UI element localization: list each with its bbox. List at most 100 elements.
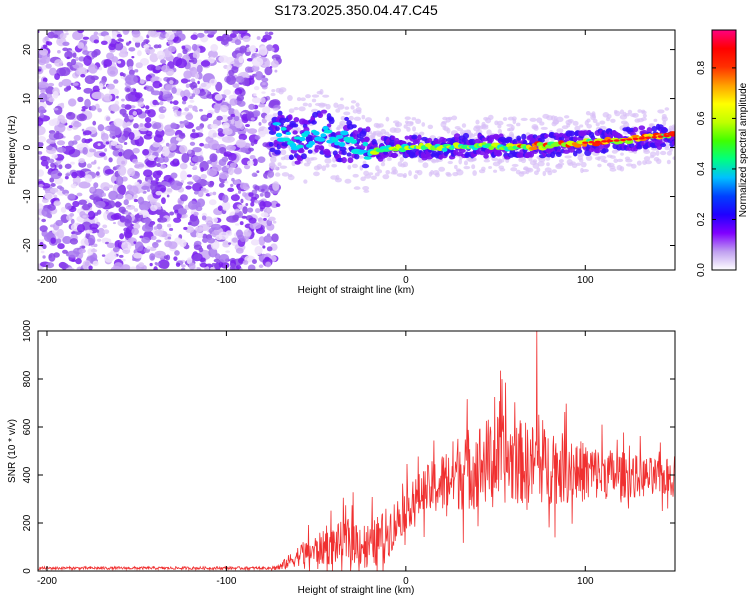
noise-blob	[82, 147, 88, 155]
noise-blob	[99, 152, 106, 157]
noise-blob	[164, 236, 169, 241]
noise-blob	[227, 187, 235, 193]
noise-blob	[275, 203, 281, 208]
noise-blob	[78, 158, 86, 164]
noise-blob	[171, 87, 177, 94]
noise-blob	[247, 207, 254, 213]
noise-blob	[181, 152, 190, 163]
noise-blob	[257, 156, 266, 164]
noise-blob	[248, 217, 257, 224]
noise-blob	[38, 117, 44, 126]
noise-blob	[81, 128, 85, 132]
ridge-halo	[657, 109, 665, 114]
noise-blob	[265, 261, 272, 268]
spectrogram-x-tick-label: 0	[403, 275, 409, 286]
ridge-halo	[403, 172, 407, 178]
noise-blob	[183, 89, 191, 98]
noise-blob	[116, 155, 128, 167]
noise-blob	[193, 211, 199, 216]
noise-blob	[180, 170, 188, 181]
noise-blob	[48, 97, 55, 103]
noise-blob	[161, 64, 170, 73]
noise-blob	[176, 30, 183, 35]
noise-blob	[189, 99, 195, 103]
ridge-band	[318, 145, 325, 151]
ridge-halo	[331, 163, 338, 168]
noise-blob	[167, 236, 172, 240]
noise-blob	[261, 91, 266, 94]
noise-blob	[54, 59, 64, 67]
noise-blob	[189, 96, 194, 100]
noise-blob	[41, 198, 49, 204]
ridge-halo	[603, 159, 608, 164]
noise-blob	[65, 173, 71, 177]
noise-blob	[192, 174, 200, 181]
noise-blob	[231, 177, 235, 182]
noise-blob	[149, 253, 156, 261]
ridge-band	[346, 152, 352, 157]
ridge-halo	[344, 178, 352, 184]
spectrogram-frame	[37, 29, 676, 271]
noise-blob	[134, 41, 141, 48]
ridge-halo	[404, 116, 411, 120]
noise-blob	[187, 200, 198, 210]
noise-blob	[111, 56, 119, 63]
noise-blob	[249, 45, 257, 53]
noise-blob	[124, 220, 133, 227]
noise-blob	[145, 116, 152, 123]
snr-y-ticks: 0 200 400 600 800 1000	[22, 319, 675, 574]
noise-blob	[70, 161, 75, 165]
noise-blob	[107, 66, 119, 77]
noise-blob	[189, 67, 194, 71]
noise-blob	[47, 204, 56, 211]
noise-blob	[116, 33, 123, 38]
snr-x-ticks: -200 -100 0 100	[37, 331, 594, 587]
noise-blob	[77, 42, 85, 49]
noise-blob	[75, 258, 82, 265]
ridge-band	[341, 150, 347, 156]
noise-blob	[39, 113, 45, 119]
ridge-halo	[640, 117, 647, 121]
ridge-core	[320, 133, 327, 138]
noise-blob	[98, 83, 104, 90]
noise-blob	[169, 80, 174, 85]
ridge-band	[269, 147, 276, 153]
noise-blob	[242, 192, 247, 198]
noise-blob	[38, 184, 44, 187]
noise-blob	[198, 108, 203, 112]
noise-blob	[270, 201, 278, 208]
noise-blob	[272, 220, 277, 224]
noise-blob	[254, 245, 263, 255]
noise-blob	[271, 233, 279, 243]
ridge-halo	[272, 113, 279, 117]
ridge-halo	[324, 157, 332, 164]
noise-blob	[234, 88, 243, 95]
ridge-halo	[302, 102, 309, 107]
noise-blob	[185, 83, 190, 88]
noise-blob	[132, 158, 139, 164]
noise-blob	[62, 236, 72, 245]
ridge-band	[391, 152, 398, 159]
ridge-band	[671, 140, 675, 146]
noise-blob	[71, 171, 78, 179]
noise-blob	[232, 214, 240, 221]
noise-blob	[134, 69, 139, 73]
noise-blob	[209, 78, 218, 86]
noise-blob	[260, 97, 266, 104]
ridge-halo	[609, 167, 617, 172]
noise-blob	[133, 88, 137, 92]
noise-blob	[211, 164, 222, 172]
noise-blob	[121, 98, 125, 102]
ridge-halo	[499, 167, 506, 172]
noise-blob	[70, 58, 77, 66]
noise-blob	[133, 241, 137, 244]
noise-blob	[46, 53, 51, 58]
noise-blob	[242, 260, 249, 265]
noise-blob	[103, 229, 110, 234]
noise-blob	[217, 128, 224, 133]
ridge-halo	[595, 122, 600, 127]
noise-blob	[214, 93, 223, 101]
noise-blob	[155, 190, 163, 196]
ridge-halo	[456, 169, 464, 176]
snr-x-tick-label: 0	[403, 576, 409, 587]
